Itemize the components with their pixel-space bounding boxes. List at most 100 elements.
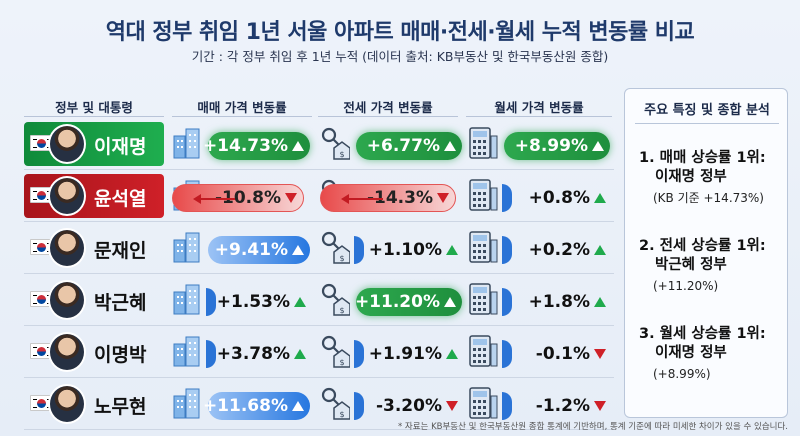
avatar <box>48 228 86 268</box>
summary-item-value: (+11.20%) <box>653 279 719 293</box>
calculator-icon <box>468 230 498 264</box>
value-pill: +8.99% <box>504 132 610 160</box>
triangle-up-icon <box>292 245 304 255</box>
president-name: 문재인 <box>94 240 147 262</box>
change-value: +3.78% <box>216 344 290 364</box>
house-key-icon: $ <box>320 386 351 420</box>
triangle-up-icon <box>294 349 306 359</box>
value-pill: +6.77% <box>356 132 462 160</box>
house-key-icon: $ <box>320 126 351 160</box>
triangle-up-icon <box>292 141 304 151</box>
value-bar-stub <box>354 236 364 264</box>
avatar <box>48 176 86 216</box>
triangle-up-icon <box>594 245 606 255</box>
change-value: +1.53% <box>216 292 290 312</box>
value-bar-stub <box>502 184 512 212</box>
value-bar-stub <box>354 392 364 420</box>
change-value: +1.10% <box>368 240 442 260</box>
jeonse-cell: $ -3.20% <box>320 382 464 426</box>
value-pill: +9.41% <box>208 236 310 264</box>
sale-cell: +9.41% <box>172 226 312 270</box>
value-bar-stub <box>206 288 216 316</box>
value-pill: +1.91% <box>364 340 464 368</box>
president-cell: 노무현 <box>24 382 164 426</box>
change-value: -3.20% <box>375 396 442 416</box>
monthly-cell: -1.2% <box>468 382 612 426</box>
summary-item-subject: 이재명 정부 <box>655 169 727 185</box>
korean-flag-icon <box>30 291 52 307</box>
monthly-cell: -0.1% <box>468 330 612 374</box>
value-pill: +11.20% <box>355 288 462 316</box>
avatar <box>48 332 86 372</box>
sale-cell: +14.73% <box>172 122 312 166</box>
value-pill: +11.68% <box>203 392 310 420</box>
value-pill: +0.2% <box>512 236 612 264</box>
value-pill: +1.53% <box>216 288 312 316</box>
column-header-monthly: 월세 가격 변동률 <box>466 97 612 117</box>
summary-item-value: (KB 기준 +14.73%) <box>653 191 764 205</box>
president-name: 이재명 <box>94 136 147 158</box>
korean-flag-icon <box>30 187 52 203</box>
triangle-up-icon <box>594 193 606 203</box>
change-value: -1.2% <box>535 396 590 416</box>
table-row: 이재명 +14.73% $ +6.77% +8.99% <box>24 118 614 170</box>
president-cell: 이재명 <box>24 122 164 166</box>
table-row: 박근혜 +1.53% $ +11.20% +1.8% <box>24 274 614 326</box>
value-pill: +1.8% <box>512 288 612 316</box>
page-title: 역대 정부 취임 1년 서울 아파트 매매·전세·월세 누적 변동률 비교 <box>105 20 695 45</box>
svg-text:$: $ <box>339 410 344 419</box>
avatar <box>48 384 86 424</box>
change-value: +0.2% <box>528 240 590 260</box>
apartment-building-icon <box>172 230 202 264</box>
summary-item-heading: 1. 매매 상승률 1위: <box>639 150 766 166</box>
page-subtitle: 기간 : 각 정부 취임 후 1년 누적 (데이터 출처: KB부동산 및 한국… <box>191 49 609 64</box>
triangle-down-icon <box>437 193 449 203</box>
calculator-icon <box>468 282 498 316</box>
value-pill: +0.8% <box>512 184 612 212</box>
summary-panel: 주요 특징 및 종합 분석 1. 매매 상승률 1위: 이재명 정부 (KB 기… <box>624 88 788 418</box>
president-cell: 박근혜 <box>24 278 164 322</box>
president-name: 노무현 <box>94 396 147 418</box>
column-header-sale: 매매 가격 변동률 <box>172 97 312 117</box>
president-cell: 이명박 <box>24 330 164 374</box>
value-pill: +1.10% <box>364 236 464 264</box>
triangle-up-icon <box>446 349 458 359</box>
summary-item-subject: 박근혜 정부 <box>655 257 727 273</box>
value-pill: -1.2% <box>512 392 612 420</box>
apartment-building-icon <box>172 386 202 420</box>
value-pill: +14.73% <box>203 132 310 160</box>
table-row: 문재인 +9.41% $ +1.10% +0.2% <box>24 222 614 274</box>
sale-cell: +3.78% <box>172 330 312 374</box>
change-value: -10.8% <box>214 188 281 208</box>
change-value: +6.77% <box>366 136 440 156</box>
change-value: +9.41% <box>214 240 288 260</box>
column-header-name: 정부 및 대통령 <box>24 97 164 117</box>
triangle-up-icon <box>294 297 306 307</box>
triangle-up-icon <box>292 401 304 411</box>
arrow-line <box>347 198 383 200</box>
arrow-left-icon <box>193 194 201 204</box>
summary-item-heading: 2. 전세 상승률 1위: <box>639 238 766 254</box>
summary-item-subject: 이재명 정부 <box>655 345 727 361</box>
monthly-cell: +0.2% <box>468 226 612 270</box>
triangle-up-icon <box>444 297 456 307</box>
summary-item-heading: 3. 월세 상승률 1위: <box>639 326 766 342</box>
house-key-icon: $ <box>320 282 351 316</box>
avatar <box>48 280 86 320</box>
jeonse-cell: $ +1.91% <box>320 330 464 374</box>
triangle-down-icon <box>594 349 606 359</box>
sale-cell: +1.53% <box>172 278 312 322</box>
value-bar-stub <box>502 340 512 368</box>
summary-item-value: (+8.99%) <box>653 367 711 381</box>
value-pill: -14.3% <box>320 184 456 212</box>
jeonse-cell: $ +11.20% <box>320 278 464 322</box>
value-bar-stub <box>502 392 512 420</box>
triangle-up-icon <box>594 297 606 307</box>
change-value: +1.91% <box>368 344 442 364</box>
arrow-line <box>199 198 235 200</box>
table-row: 이명박 +3.78% $ +1.91% -0.1% <box>24 326 614 378</box>
triangle-down-icon <box>285 193 297 203</box>
svg-text:$: $ <box>339 358 344 367</box>
value-bar-stub <box>354 340 364 368</box>
change-value: -0.1% <box>535 344 590 364</box>
